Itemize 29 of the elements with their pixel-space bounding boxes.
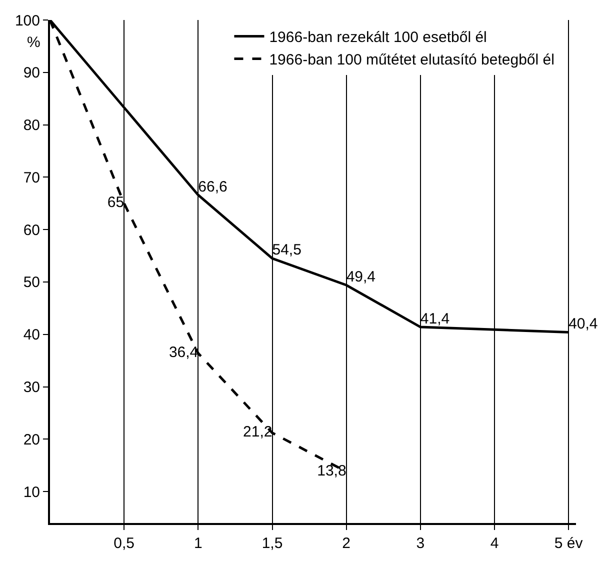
x-tick-label: 1 bbox=[194, 535, 202, 552]
data-label: 21,2 bbox=[243, 424, 272, 441]
data-label: 40,4 bbox=[568, 316, 598, 333]
y-tick-label: 100 bbox=[14, 12, 40, 30]
data-label: 66,6 bbox=[198, 178, 228, 196]
x-tick-label: 1,5 bbox=[262, 535, 283, 552]
y-tick-label: 20 bbox=[23, 431, 40, 448]
x-tick-label: 0,5 bbox=[114, 535, 135, 552]
legend-label: 1966-ban 100 műtétet elutasító betegből él bbox=[269, 52, 554, 69]
y-tick-label: 50 bbox=[23, 274, 40, 292]
data-label: 54,5 bbox=[272, 242, 302, 259]
y-tick-label: 80 bbox=[23, 117, 40, 134]
x-tick-label: 2 bbox=[342, 535, 351, 552]
data-label: 36,4 bbox=[168, 344, 198, 361]
data-label: 13,8 bbox=[317, 462, 346, 480]
y-tick-label: 90 bbox=[23, 64, 40, 82]
data-label: 41,4 bbox=[420, 310, 450, 328]
y-tick-label: 30 bbox=[23, 379, 40, 396]
y-tick-label: 60 bbox=[23, 222, 40, 239]
y-tick-label: 10 bbox=[23, 484, 40, 501]
legend-label: 1966-ban rezekált 100 esetből él bbox=[269, 29, 487, 46]
y-axis-title: % bbox=[27, 34, 40, 51]
y-tick-label: 70 bbox=[23, 169, 40, 186]
y-tick-label: 40 bbox=[23, 326, 40, 344]
x-tick-label: 4 bbox=[490, 535, 499, 552]
data-label: 65 bbox=[107, 194, 124, 212]
data-label: 49,4 bbox=[346, 268, 376, 286]
x-tick-label: 3 bbox=[416, 535, 425, 552]
x-tick-label: 5 év bbox=[554, 535, 584, 552]
